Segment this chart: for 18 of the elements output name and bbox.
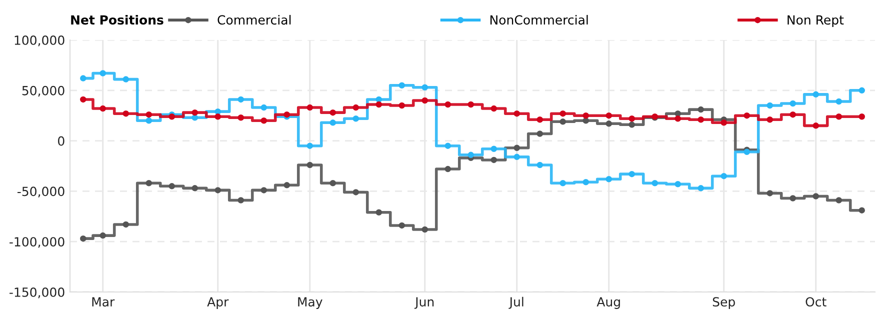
y-tick-label: 100,000 — [14, 35, 64, 46]
y-tick-label: -50,000 — [18, 186, 64, 198]
x-tick-label: May — [298, 297, 322, 309]
y-tick-label: -150,000 — [10, 287, 64, 298]
x-tick-label: Mar — [92, 297, 115, 307]
legend-label: Commercial — [218, 14, 291, 25]
legend-label: NonCommercial — [490, 14, 588, 25]
x-tick-label: Oct — [806, 297, 826, 307]
x-tick-label: Aug — [596, 297, 620, 309]
y-tick-label: 50,000 — [22, 86, 64, 97]
x-tick-label: Jul — [508, 296, 524, 309]
legend-label: Non Rept — [788, 15, 844, 28]
y-tick-label: 0 — [58, 136, 64, 146]
legend-title: Net Positions — [71, 14, 164, 25]
x-tick-label: Jun — [414, 297, 434, 309]
x-tick-label: Apr — [207, 297, 229, 309]
x-tick-label: Sep — [712, 297, 735, 309]
y-tick-label: -100,000 — [10, 237, 64, 248]
